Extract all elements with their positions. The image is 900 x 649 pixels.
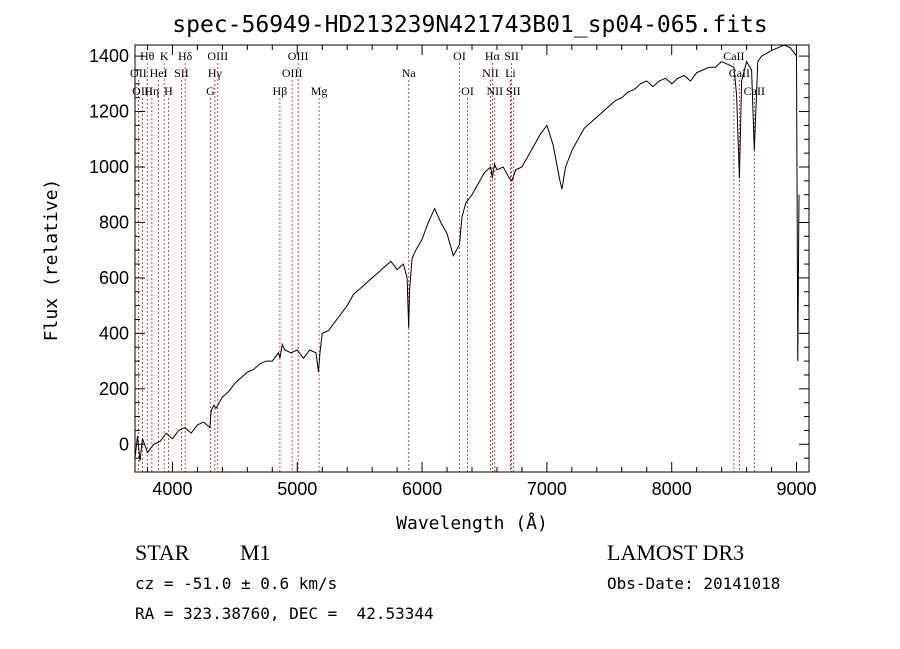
y-axis-ticks: 0 200 400 600 800 1000 1200 1400: [89, 46, 809, 459]
marker-label-7: SII: [174, 66, 189, 80]
x-axis-label: Wavelength (Å): [396, 512, 548, 534]
y-axis-label: Flux (relative): [41, 179, 62, 342]
marker-label-4: HeI: [150, 66, 168, 80]
marker-label-3: Hη: [144, 84, 159, 98]
chart-title: spec-56949-HD213239N421743B01_sp04-065.f…: [172, 12, 767, 38]
object-subclass: M1: [240, 540, 271, 565]
x-axis-ticks: 4000 5000 6000 7000 8000 9000: [146, 45, 817, 499]
y-tick-label-5: 1000: [89, 157, 129, 177]
marker-label-23: SII: [504, 49, 519, 63]
marker-label-1: OII: [130, 66, 147, 80]
y-tick-label-0: 0: [119, 434, 129, 454]
y-tick-label-3: 600: [99, 268, 129, 288]
spectrum-line: [134, 44, 800, 461]
marker-label-8: Hδ: [178, 49, 193, 63]
plot-frame: [134, 44, 810, 473]
marker-label-21: NII: [487, 84, 504, 98]
marker-label-20: Hα: [485, 49, 501, 63]
marker-label-13: OIII: [282, 66, 303, 80]
marker-label-2: OIII: [132, 84, 153, 98]
x-tick-label-5: 9000: [776, 479, 816, 499]
spectrum-chart: spec-56949-HD213239N421743B01_sp04-065.f…: [41, 12, 817, 534]
marker-label-12: Hβ: [273, 84, 288, 98]
marker-label-17: OI: [453, 49, 466, 63]
marker-label-10: Hγ: [208, 66, 223, 80]
marker-label-14: OIII: [288, 49, 309, 63]
marker-label-22: Li: [505, 66, 516, 80]
marker-label-18: OI: [461, 84, 474, 98]
marker-label-19: NII: [482, 66, 499, 80]
y-tick-label-4: 800: [99, 212, 129, 232]
observation-date: Obs-Date: 20141018: [607, 574, 781, 593]
marker-label-16: Na: [402, 66, 417, 80]
marker-label-6: H: [164, 84, 173, 98]
y-tick-label-2: 400: [99, 323, 129, 343]
x-tick-label-4: 8000: [652, 479, 692, 499]
coordinates: RA = 323.38760, DEC = 42.53344: [135, 604, 434, 623]
y-tick-label-1: 200: [99, 379, 129, 399]
marker-label-27: CaII: [744, 84, 765, 98]
survey-name: LAMOST DR3: [607, 540, 745, 565]
redshift-cz: cz = -51.0 ± 0.6 km/s: [135, 574, 338, 593]
marker-label-11: OIII: [207, 49, 228, 63]
x-tick-label-2: 6000: [402, 479, 442, 499]
x-tick-label-0: 4000: [152, 479, 192, 499]
marker-label-15: Mg: [311, 84, 328, 98]
y-tick-label-7: 1400: [89, 46, 129, 66]
y-tick-label-6: 1200: [89, 102, 129, 122]
marker-label-24: SII: [506, 84, 521, 98]
marker-label-5: K: [160, 49, 169, 63]
marker-label-9: G: [206, 84, 215, 98]
x-tick-label-1: 5000: [277, 479, 317, 499]
emission-line-markers: HθOIIOIIIHηHeIKHSIIHδGHγOIIIHβOIIIOIIIMg…: [130, 49, 765, 472]
marker-label-25: CaII: [723, 49, 744, 63]
object-class: STAR: [135, 540, 190, 565]
marker-label-26: CaII: [729, 66, 750, 80]
marker-label-0: Hθ: [140, 49, 155, 63]
x-tick-label-3: 7000: [527, 479, 567, 499]
